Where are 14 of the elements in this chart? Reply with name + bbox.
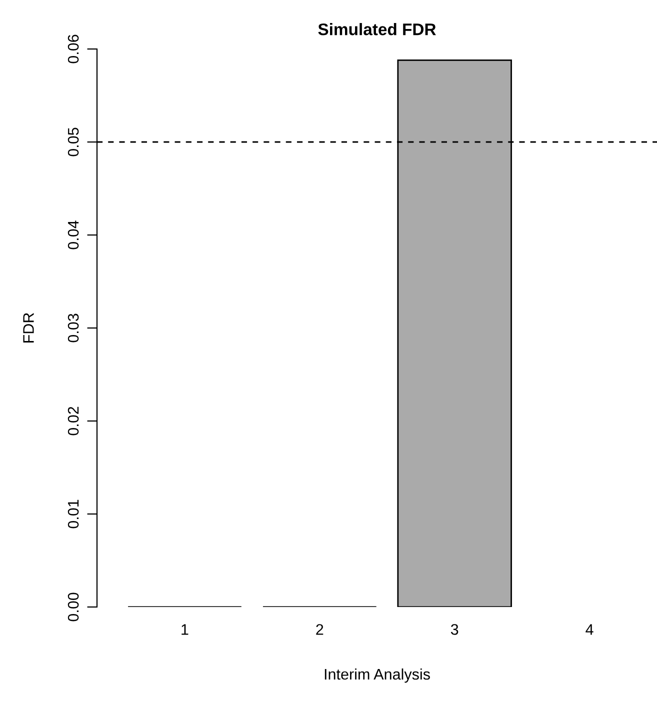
y-tick-label: 0.05	[68, 128, 79, 156]
y-axis-title: FDR	[23, 313, 34, 342]
x-axis-title: Interim Analysis	[324, 668, 430, 683]
y-tick-label: 0.00	[68, 592, 79, 622]
chart-title: Simulated FDR	[318, 23, 436, 36]
x-tick-label: 4	[586, 624, 594, 635]
y-tick-label: 0.01	[68, 500, 79, 528]
x-tick-label: 2	[316, 624, 324, 635]
y-tick-label: 0.06	[68, 34, 79, 64]
y-tick-label: 0.02	[68, 406, 79, 436]
y-tick-label: 0.03	[68, 314, 79, 342]
x-tick-label: 3	[450, 624, 458, 635]
x-tick-label: 1	[182, 624, 188, 635]
y-tick-label: 0.04	[68, 220, 79, 250]
